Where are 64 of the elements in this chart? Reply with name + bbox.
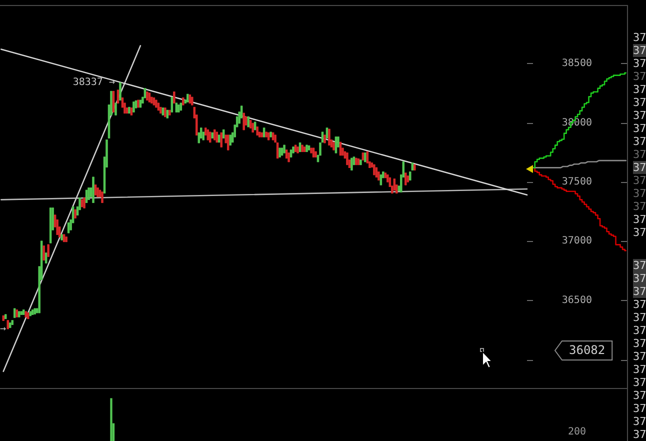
text: 37: [633, 122, 646, 134]
annotation: 200: [568, 426, 586, 438]
text: 37: [633, 336, 646, 350]
candlestick: [306, 144, 308, 152]
text: 37: [633, 414, 646, 428]
annotation: →: [0, 324, 6, 335]
text: 37: [633, 226, 646, 238]
candlestick: [128, 106, 130, 114]
candlestick: [283, 144, 286, 154]
candlestick: [96, 187, 99, 198]
text: 37: [633, 174, 646, 186]
text: 37: [633, 298, 646, 310]
candlestick: [155, 100, 158, 108]
text: 37: [633, 82, 646, 96]
text: 37: [633, 200, 646, 212]
text: 37: [633, 30, 646, 44]
candlestick: [160, 106, 162, 114]
text: 37: [633, 258, 646, 272]
y-tick-label: 38500: [562, 58, 592, 70]
candlestick: [292, 146, 294, 154]
candlestick: [101, 192, 104, 203]
text: 37: [633, 186, 646, 200]
candlestick: [360, 160, 362, 166]
candlestick: [74, 209, 76, 218]
text: 37: [633, 350, 646, 362]
candlestick: [137, 100, 140, 108]
candlestick: [65, 236, 68, 242]
candlestick: [150, 96, 153, 104]
text: 37: [633, 70, 646, 82]
y-tick-label: 36500: [562, 294, 592, 306]
text: 37: [633, 148, 646, 160]
candlestick: [314, 151, 317, 158]
text: 37: [633, 376, 646, 388]
candlestick: [301, 144, 304, 152]
text: 37: [633, 44, 646, 56]
text: 37: [633, 324, 646, 336]
text: 37: [633, 388, 646, 402]
candlestick: [324, 134, 326, 144]
text: 37: [633, 212, 646, 226]
annotation: 38337 →: [72, 77, 115, 88]
candlestick: [260, 132, 263, 138]
candlestick: [114, 102, 117, 116]
text: 37: [633, 402, 646, 414]
text: 37: [633, 362, 646, 376]
candlestick: [265, 132, 268, 138]
text: 37: [633, 428, 646, 440]
candlestick: [274, 134, 276, 143]
annotation: 36082: [569, 343, 606, 358]
text: 37: [633, 160, 646, 174]
candlestick: [296, 146, 299, 154]
y-tick-label: 37000: [562, 236, 592, 247]
y-tick-label: 37500: [562, 176, 592, 188]
candlestick: [310, 148, 312, 154]
candlestick: [288, 152, 290, 162]
candlestick: [355, 158, 358, 166]
text: 37: [633, 272, 646, 284]
candlestick: [328, 128, 330, 146]
candlestick: [332, 142, 335, 150]
text: 37: [633, 108, 646, 122]
text: 37: [633, 96, 646, 108]
text: 37: [633, 134, 646, 148]
text: 37: [633, 284, 646, 298]
text: 37: [633, 56, 646, 70]
text: 37: [633, 310, 646, 324]
